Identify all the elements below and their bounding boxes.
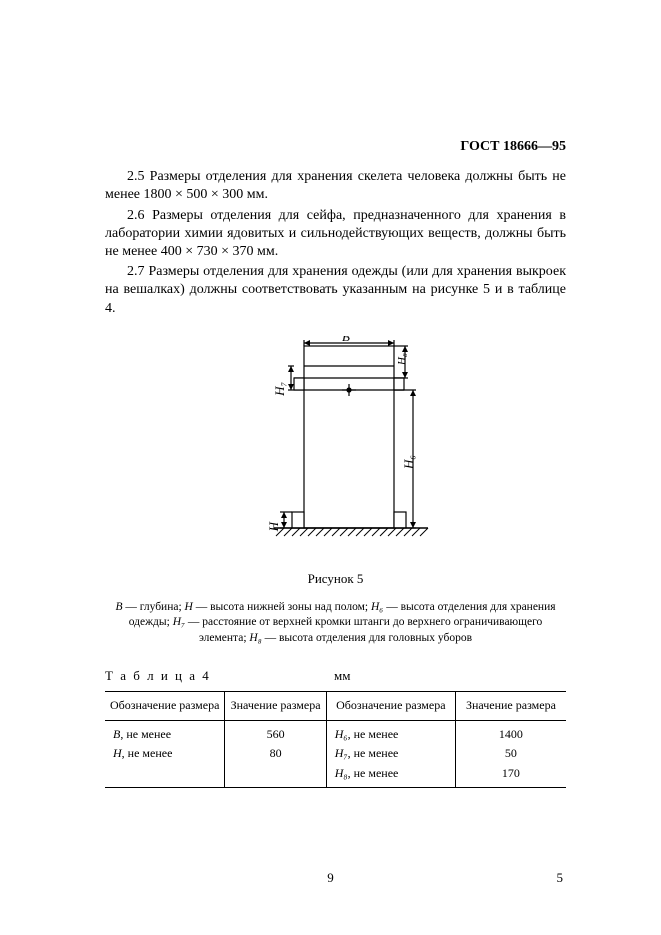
table-header: Значение размера xyxy=(225,692,326,721)
cell-text: , не менее xyxy=(120,727,171,741)
cell-value: 170 xyxy=(455,764,566,788)
table-row: B, не менее 560 H₆, не менее 1400 xyxy=(105,720,566,744)
document-id: ГОСТ 18666—95 xyxy=(105,138,566,156)
table-header: Обозначение размера xyxy=(105,692,225,721)
legend-sym-h8: H₈ xyxy=(249,632,261,644)
dim-label-h8: H₈ xyxy=(396,353,408,366)
table-row: H₈, не менее 170 xyxy=(105,764,566,788)
dim-label-h6: H₆ xyxy=(401,455,416,470)
table-row: H, не менее 80 H₇, не менее 50 xyxy=(105,744,566,764)
cell-value: 1400 xyxy=(455,720,566,744)
legend-txt-h8: — высота отделения для головных уборов xyxy=(262,632,472,644)
paragraph-2-6: 2.6 Размеры отделения для сейфа, предназ… xyxy=(105,207,566,262)
cell-text: , не менее xyxy=(348,746,399,760)
table-unit: мм xyxy=(334,668,350,685)
table-title: Т а б л и ц а 4 мм xyxy=(105,668,566,685)
para-text: Размеры отделения для хранения одежды (и… xyxy=(105,264,566,315)
legend-sym-h: H xyxy=(185,601,193,613)
figure-caption: Рисунок 5 xyxy=(105,571,566,588)
dim-label-b: B xyxy=(342,336,350,344)
cell-sym: H₇ xyxy=(335,746,348,760)
para-text: Размеры отделения для хранения скелета ч… xyxy=(105,169,566,202)
cell-text: , не менее xyxy=(348,766,399,780)
table-header: Значение размера xyxy=(455,692,566,721)
cell-value: 560 xyxy=(225,720,326,744)
para-number: 2.5 xyxy=(127,169,145,184)
dim-label-h: H xyxy=(266,521,281,532)
table-title-text: Т а б л и ц а 4 xyxy=(105,668,211,683)
figure-5-diagram: B H₇ H₈ H₆ H xyxy=(236,336,436,561)
legend-txt-h: — высота нижней зоны над полом; xyxy=(193,601,371,613)
page-number-right: 5 xyxy=(557,870,564,887)
paragraph-2-7: 2.7 Размеры отделения для хранения одежд… xyxy=(105,263,566,318)
dim-label-h7: H₇ xyxy=(272,381,287,396)
legend-sym-h7: H₇ xyxy=(173,616,185,628)
figure-legend: B — глубина; H — высота нижней зоны над … xyxy=(109,600,562,647)
paragraph-2-5: 2.5 Размеры отделения для хранения скеле… xyxy=(105,168,566,204)
table-header: Обозначение размера xyxy=(326,692,455,721)
legend-sym-h6: H₆ xyxy=(371,601,383,613)
para-number: 2.6 xyxy=(127,208,145,223)
cell-value: 80 xyxy=(225,744,326,764)
para-number: 2.7 xyxy=(127,264,145,279)
page: ГОСТ 18666—95 2.5 Размеры отделения для … xyxy=(0,0,661,935)
table-header-row: Обозначение размера Значение размера Обо… xyxy=(105,692,566,721)
cell-value xyxy=(225,764,326,788)
cell-sym: H₆ xyxy=(335,727,348,741)
cell-text: , не менее xyxy=(122,746,173,760)
para-text: Размеры отделения для сейфа, предназначе… xyxy=(105,208,566,259)
cell-text: , не менее xyxy=(348,727,399,741)
cell-value: 50 xyxy=(455,744,566,764)
cell-sym: H₈ xyxy=(335,766,348,780)
legend-txt-b: — глубина; xyxy=(122,601,184,613)
table-4: Обозначение размера Значение размера Обо… xyxy=(105,691,566,788)
cell-sym: H xyxy=(113,746,122,760)
